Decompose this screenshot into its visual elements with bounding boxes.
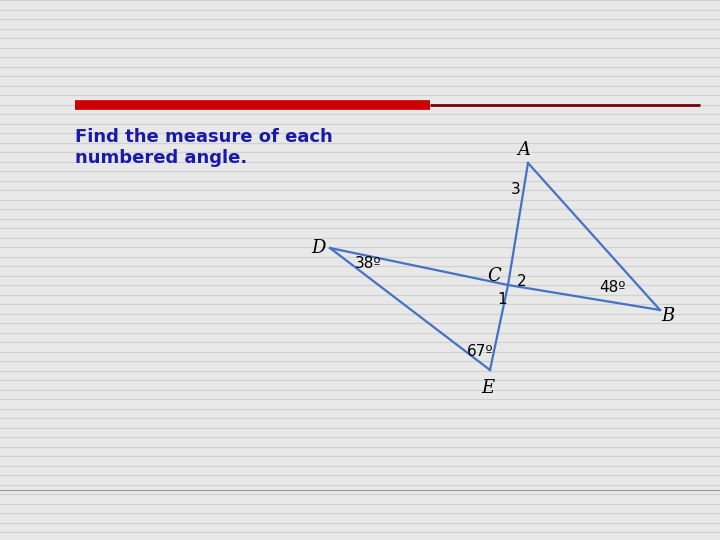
Text: 3: 3 bbox=[511, 183, 521, 198]
Text: 2: 2 bbox=[517, 274, 527, 289]
Text: C: C bbox=[487, 267, 501, 285]
Text: Find the measure of each
numbered angle.: Find the measure of each numbered angle. bbox=[75, 128, 333, 167]
Bar bbox=[310, 110, 675, 510]
Text: 1: 1 bbox=[498, 293, 507, 307]
Text: 67º: 67º bbox=[467, 345, 493, 360]
Text: E: E bbox=[482, 379, 495, 397]
Text: 48º: 48º bbox=[600, 280, 626, 295]
Text: 38º: 38º bbox=[355, 255, 382, 271]
Text: A: A bbox=[518, 141, 531, 159]
Text: B: B bbox=[662, 307, 675, 325]
Text: D: D bbox=[311, 239, 325, 257]
